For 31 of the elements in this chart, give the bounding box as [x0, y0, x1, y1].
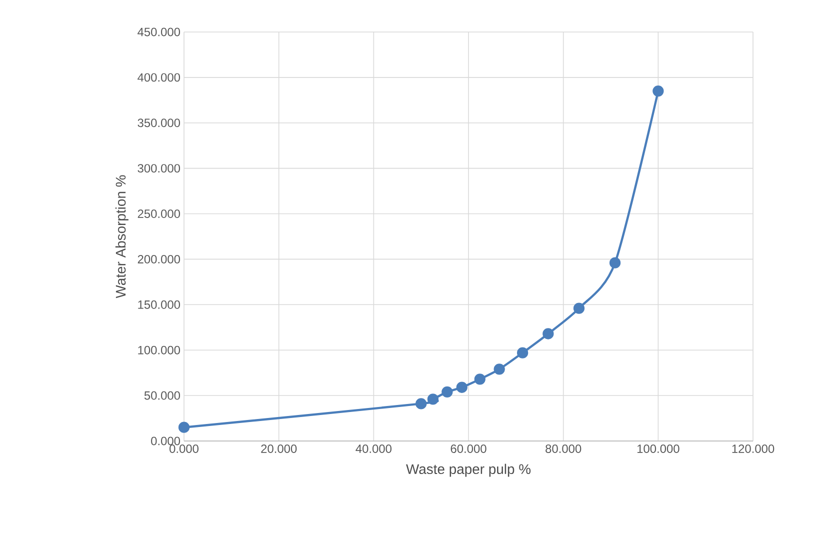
y-tick-label: 200.000 — [138, 254, 180, 264]
point — [652, 85, 664, 97]
x-axis-title: Waste paper pulp % — [406, 464, 531, 477]
y-axis-title: Water Absorption % — [115, 175, 128, 298]
y-tick-label: 400.000 — [138, 73, 180, 82]
y-tick-label: 50.000 — [144, 391, 180, 400]
point — [474, 374, 486, 385]
point — [573, 302, 585, 314]
x-tick-label: 20.000 — [261, 444, 297, 453]
y-tick-label: 350.000 — [138, 118, 180, 128]
x-tick-label: 100.000 — [637, 444, 680, 453]
y-tick-label: 300.000 — [138, 164, 180, 173]
point — [416, 398, 427, 410]
point — [178, 422, 190, 433]
point — [427, 394, 439, 405]
point — [456, 382, 468, 393]
x-tick-label: 60.000 — [450, 444, 486, 453]
point — [516, 347, 528, 358]
y-tick-label: 450.000 — [138, 28, 180, 36]
x-tick-label: 80.000 — [546, 444, 582, 453]
x-tick-label: 120.000 — [732, 444, 774, 453]
point — [542, 328, 554, 340]
point — [442, 386, 453, 398]
point — [494, 364, 505, 375]
x-tick-label: 0.000 — [170, 444, 198, 453]
y-tick-label: 250.000 — [138, 210, 180, 218]
y-tick-label: 100.000 — [138, 346, 180, 354]
y-tick-label: 0.000 — [151, 436, 180, 446]
x-tick-label: 40.000 — [356, 444, 392, 453]
y-tick-label: 150.000 — [138, 300, 180, 309]
point — [609, 257, 621, 268]
